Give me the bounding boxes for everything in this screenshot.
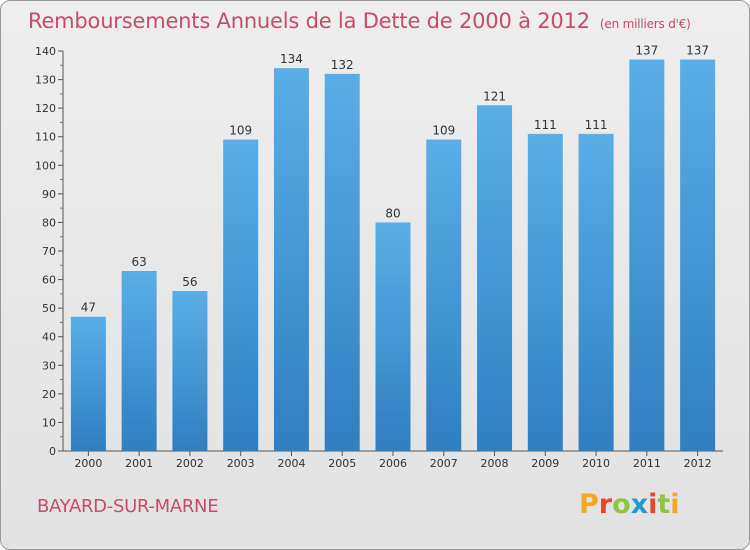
chart-axes: 0 10 20 30 40 50 60 70 80 90 100 110 120 130 140 2000 20…: [35, 45, 723, 470]
y-tick-label: 0: [49, 445, 56, 458]
y-tick-label: 70: [42, 245, 56, 258]
chart-title: Remboursements Annuels de la Dette de 20…: [28, 9, 691, 33]
logo-letter: x: [630, 489, 649, 520]
x-tick-label-2004: 2004: [277, 457, 305, 470]
logo-letter: i: [648, 489, 658, 520]
value-label-2011: 137: [635, 44, 658, 58]
value-label-2008: 121: [483, 89, 506, 103]
y-tick-label: 120: [35, 102, 56, 115]
x-tick-label-2003: 2003: [227, 457, 255, 470]
value-label-2001: 63: [132, 255, 147, 269]
x-tick-label-2005: 2005: [328, 457, 356, 470]
y-tick-label: 140: [35, 45, 56, 58]
chart-bars: [70, 59, 716, 452]
bar-2000: [70, 316, 106, 451]
logo-letter: t: [657, 489, 671, 520]
bar-2011: [629, 59, 665, 451]
place-name: BAYARD-SUR-MARNE: [37, 496, 219, 517]
value-label-2012: 137: [686, 44, 709, 58]
logo-letter: o: [612, 489, 631, 520]
bar-2004: [273, 68, 309, 452]
logo-letter: P: [579, 489, 599, 520]
logo-letter: r: [598, 489, 613, 520]
y-tick-label: 90: [42, 188, 56, 201]
value-label-2007: 109: [432, 124, 455, 138]
y-tick-label: 100: [35, 159, 56, 172]
bar-2012: [680, 59, 716, 451]
x-tick-label-2010: 2010: [582, 457, 610, 470]
x-tick-label-2006: 2006: [379, 457, 407, 470]
x-tick-label-2012: 2012: [684, 457, 712, 470]
x-tick-label-2000: 2000: [74, 457, 102, 470]
y-tick-label: 80: [42, 216, 56, 229]
x-tick-label-2011: 2011: [633, 457, 661, 470]
chart-subtitle: (en milliers d'€): [599, 17, 691, 31]
value-label-2002: 56: [182, 275, 197, 289]
value-label-2009: 111: [534, 118, 557, 132]
title-text: Remboursements Annuels de la Dette de 20…: [28, 9, 590, 33]
bar-2008: [477, 105, 513, 452]
bar-2010: [578, 133, 614, 451]
bar-2001: [121, 271, 157, 451]
bar-2005: [324, 73, 360, 451]
logo-letter: i: [670, 489, 680, 520]
bar-2007: [426, 139, 462, 452]
y-tick-label: 10: [42, 416, 56, 429]
y-tick-label: 20: [42, 388, 56, 401]
y-tick-label: 130: [35, 74, 56, 87]
value-label-2006: 80: [385, 206, 400, 220]
x-tick-label-2007: 2007: [430, 457, 458, 470]
y-tick-label: 110: [35, 131, 56, 144]
x-tick-label-2001: 2001: [125, 457, 153, 470]
value-label-2004: 134: [280, 52, 303, 66]
x-tick-label-2009: 2009: [531, 457, 559, 470]
x-tick-label-2002: 2002: [176, 457, 204, 470]
bar-2006: [375, 222, 411, 451]
bar-2009: [527, 133, 563, 451]
x-tick-label-2008: 2008: [481, 457, 509, 470]
value-label-2010: 111: [585, 118, 608, 132]
bar-2002: [172, 291, 208, 451]
y-tick-label: 30: [42, 359, 56, 372]
bar-2003: [223, 139, 259, 452]
proxiti-logo: Proxiti: [579, 489, 680, 520]
value-label-2000: 47: [81, 301, 96, 315]
y-tick-label: 60: [42, 274, 56, 287]
value-label-2003: 109: [229, 124, 252, 138]
y-tick-label: 50: [42, 302, 56, 315]
y-tick-label: 40: [42, 331, 56, 344]
chart-labels: 47 63 56 109 134 132 80 109 121 111 111 137 137: [81, 44, 709, 315]
value-label-2005: 132: [331, 58, 354, 72]
